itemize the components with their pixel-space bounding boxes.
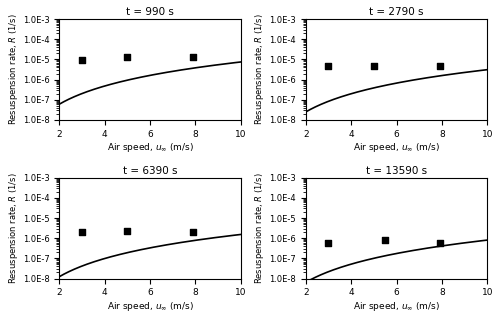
Point bbox=[124, 228, 132, 234]
Y-axis label: Resuspension rate, $R$ (1/s): Resuspension rate, $R$ (1/s) bbox=[254, 172, 266, 284]
Title: t = 6390 s: t = 6390 s bbox=[122, 165, 177, 176]
X-axis label: Air speed, $u_\infty$ (m/s): Air speed, $u_\infty$ (m/s) bbox=[353, 300, 440, 313]
Point bbox=[324, 64, 332, 69]
Point bbox=[189, 229, 197, 235]
Point bbox=[78, 229, 86, 235]
Title: t = 2790 s: t = 2790 s bbox=[370, 7, 424, 17]
Point bbox=[78, 57, 86, 62]
X-axis label: Air speed, $u_\infty$ (m/s): Air speed, $u_\infty$ (m/s) bbox=[353, 141, 440, 155]
Title: t = 990 s: t = 990 s bbox=[126, 7, 174, 17]
Point bbox=[381, 238, 389, 243]
Y-axis label: Resuspension rate, $R$ (1/s): Resuspension rate, $R$ (1/s) bbox=[7, 14, 20, 125]
Y-axis label: Resuspension rate, $R$ (1/s): Resuspension rate, $R$ (1/s) bbox=[7, 172, 20, 284]
Point bbox=[436, 240, 444, 245]
Point bbox=[124, 55, 132, 60]
Point bbox=[189, 55, 197, 60]
Point bbox=[370, 63, 378, 68]
X-axis label: Air speed, $u_\infty$ (m/s): Air speed, $u_\infty$ (m/s) bbox=[106, 300, 194, 313]
Point bbox=[436, 63, 444, 68]
Point bbox=[324, 241, 332, 246]
Y-axis label: Resuspension rate, $R$ (1/s): Resuspension rate, $R$ (1/s) bbox=[254, 14, 266, 125]
X-axis label: Air speed, $u_\infty$ (m/s): Air speed, $u_\infty$ (m/s) bbox=[106, 141, 194, 155]
Title: t = 13590 s: t = 13590 s bbox=[366, 165, 427, 176]
